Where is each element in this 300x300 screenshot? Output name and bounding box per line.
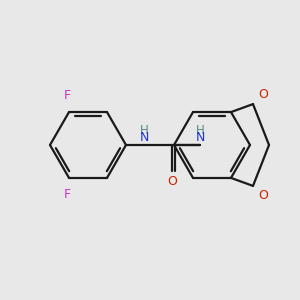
Text: O: O — [258, 88, 268, 101]
Text: F: F — [63, 188, 70, 201]
Text: O: O — [167, 175, 177, 188]
Text: F: F — [63, 89, 70, 102]
Text: N: N — [139, 131, 149, 144]
Text: N: N — [195, 131, 205, 144]
Text: H: H — [140, 124, 148, 137]
Text: O: O — [258, 189, 268, 202]
Text: H: H — [196, 124, 204, 137]
